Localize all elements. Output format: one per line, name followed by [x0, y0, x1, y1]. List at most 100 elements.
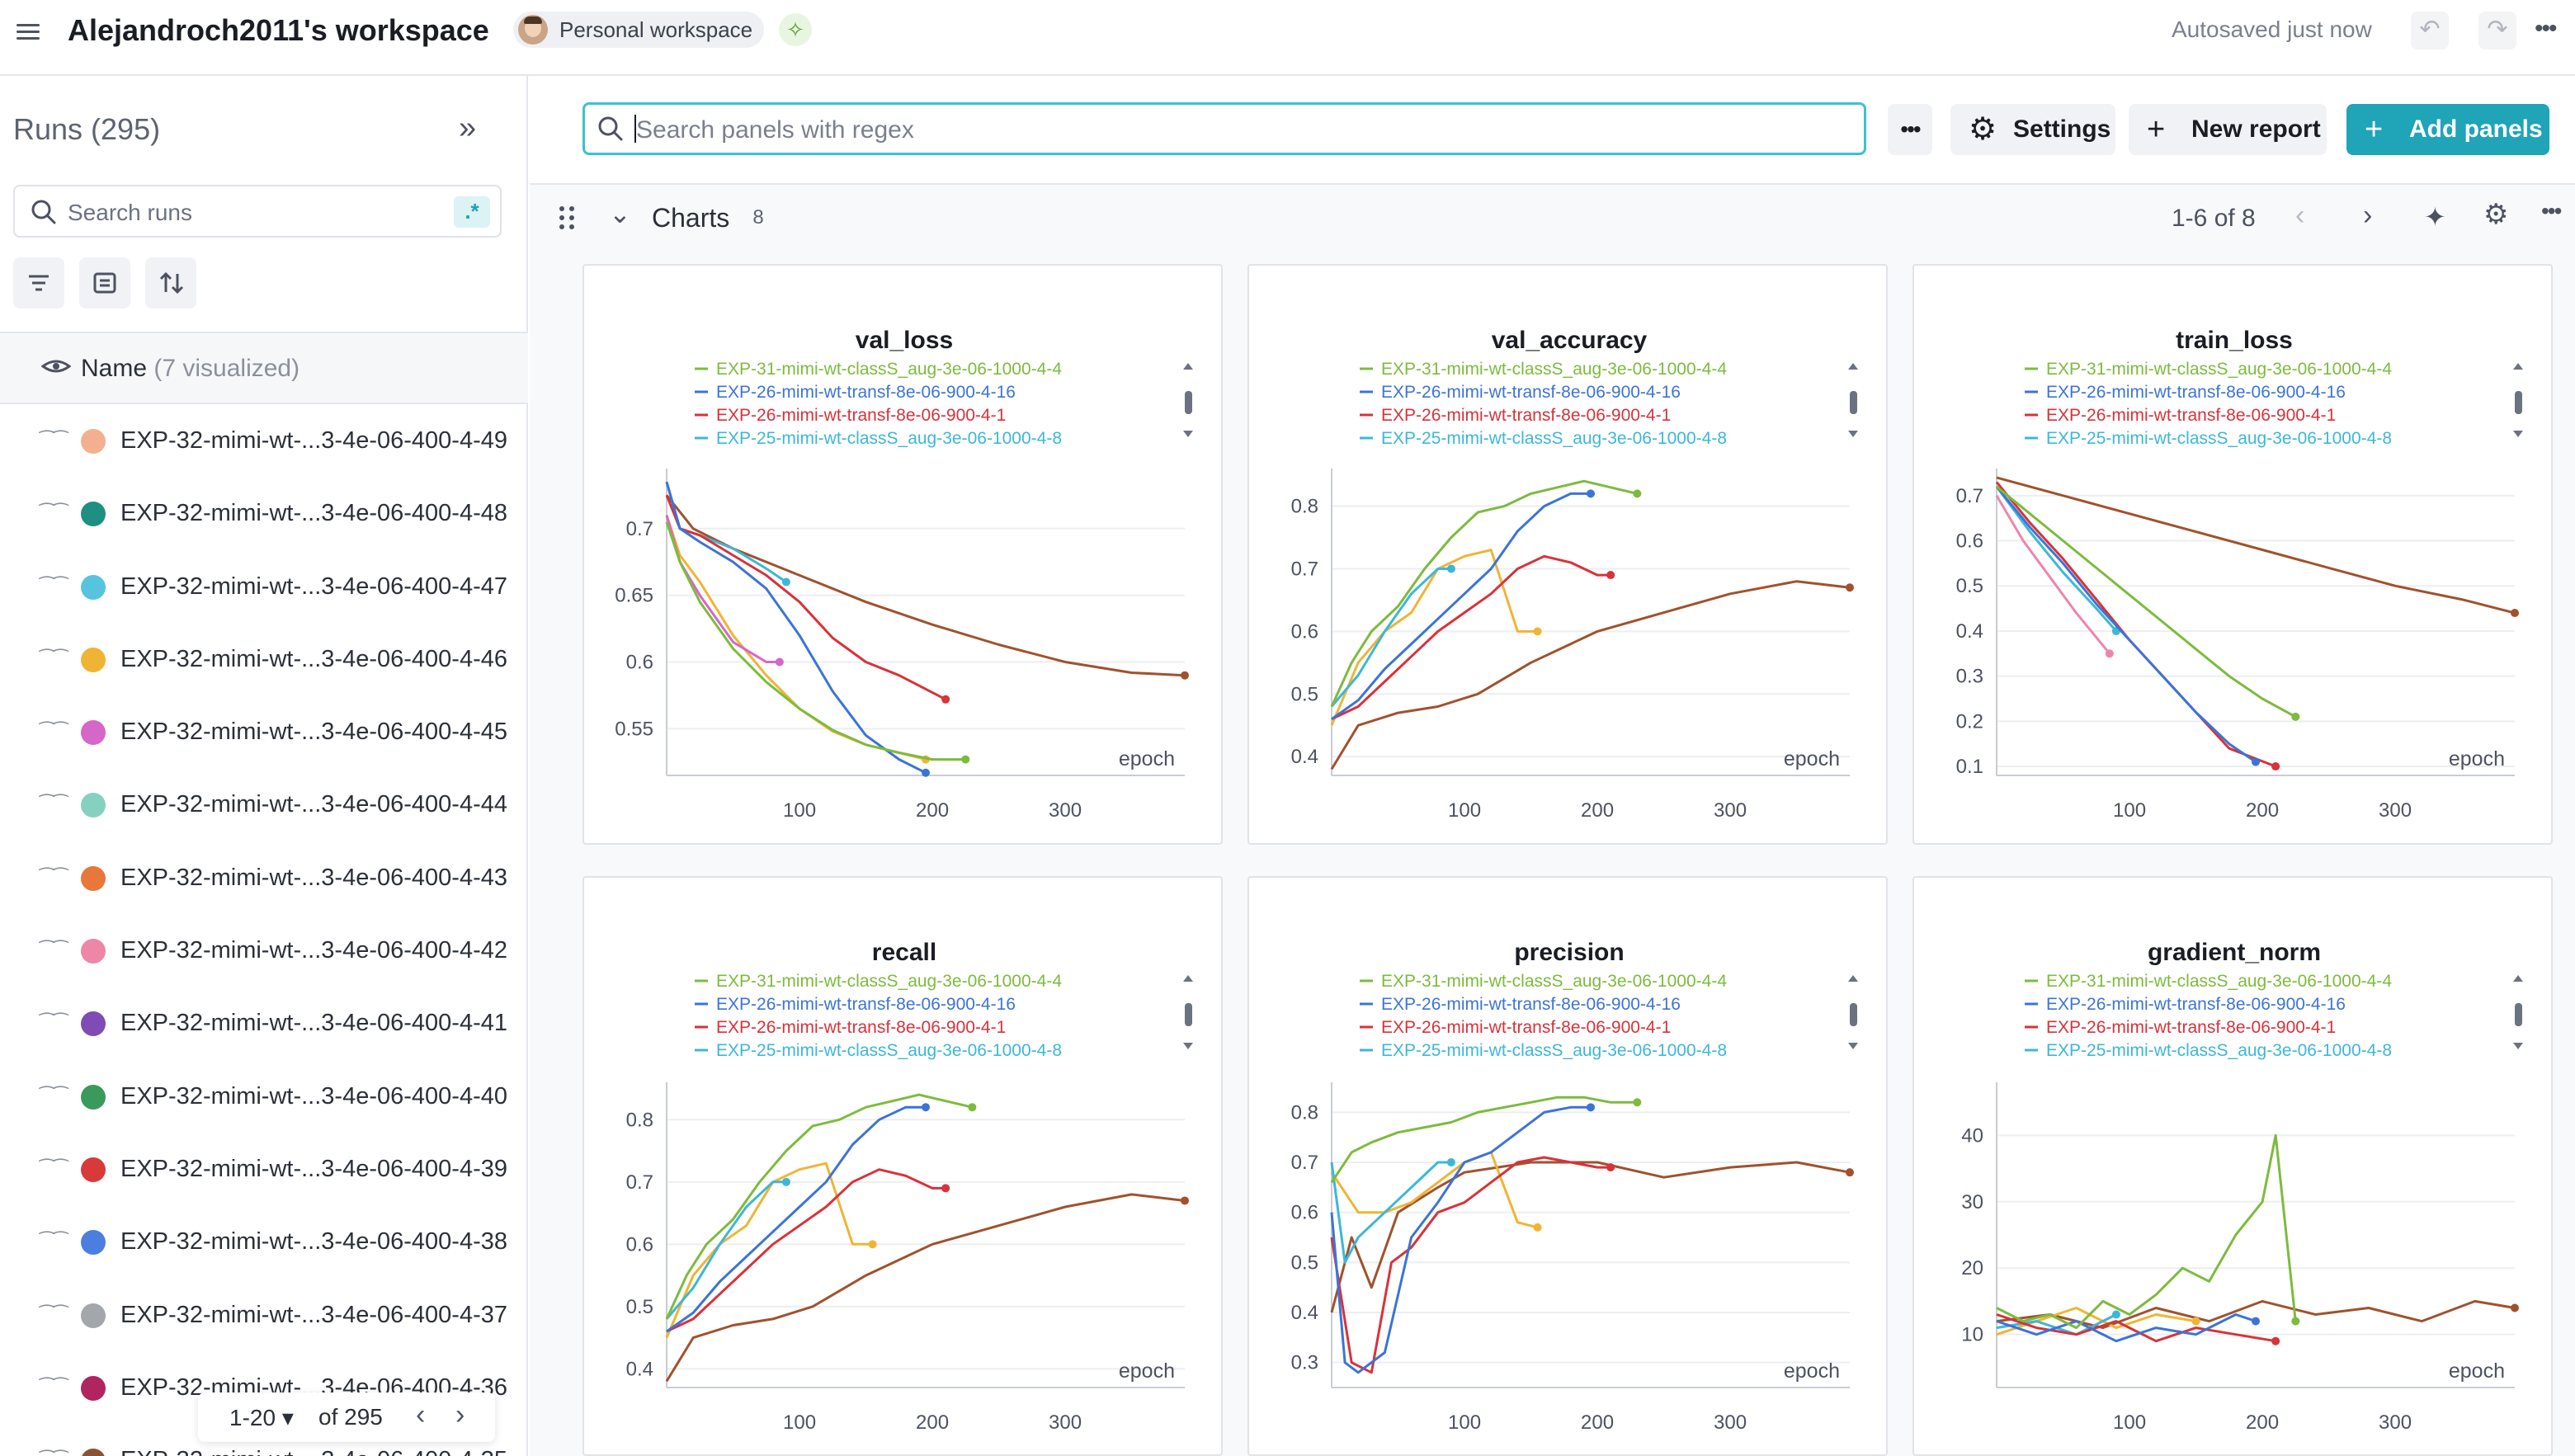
- series-line[interactable]: [1330, 1096, 1638, 1184]
- visibility-toggle-icon[interactable]: ⁀⁀: [40, 1232, 68, 1253]
- legend-entry[interactable]: EXP-26-mimi-wt-transf-8e-06-900-4-1: [716, 406, 1006, 425]
- series-line[interactable]: [1995, 485, 2257, 763]
- run-color-dot[interactable]: [81, 574, 106, 600]
- legend-scroll-up-icon[interactable]: [1183, 363, 1193, 370]
- legend-entry[interactable]: EXP-25-mimi-wt-classS_aug-3e-06-1000-4-8: [2046, 1041, 2392, 1060]
- series-line[interactable]: [1995, 495, 2111, 655]
- run-color-dot[interactable]: [81, 429, 106, 454]
- chart-panel[interactable]: train_loss EXP-31-mimi-wt-classS_aug-3e-0…: [1912, 264, 2553, 845]
- run-row[interactable]: ⁀⁀ EXP-32-mimi-wt-...3-4e-06-400-4-38: [0, 1205, 528, 1278]
- run-color-dot[interactable]: [81, 1375, 106, 1401]
- series-line[interactable]: [1995, 486, 2118, 632]
- visibility-toggle-icon[interactable]: ⁀⁀: [40, 1377, 68, 1398]
- series-line[interactable]: [1330, 1161, 1451, 1264]
- series-line[interactable]: [1330, 1156, 1611, 1374]
- legend-scrollbar[interactable]: [1185, 1003, 1192, 1026]
- series-line[interactable]: [665, 1180, 786, 1320]
- legend-scrollbar[interactable]: [1850, 1003, 1857, 1026]
- run-color-dot[interactable]: [81, 1011, 106, 1037]
- drag-handle-icon[interactable]: [559, 206, 576, 229]
- settings-button[interactable]: ⚙ Settings: [1950, 104, 2115, 155]
- legend-scroll-up-icon[interactable]: [1848, 363, 1858, 370]
- sort-button[interactable]: [145, 257, 196, 309]
- legend-scrollbar[interactable]: [2515, 391, 2522, 414]
- legend-entry[interactable]: EXP-26-mimi-wt-transf-8e-06-900-4-16: [1381, 383, 1681, 402]
- legend-entry[interactable]: EXP-26-mimi-wt-transf-8e-06-900-4-16: [2046, 995, 2346, 1014]
- run-row[interactable]: ⁀⁀ EXP-32-mimi-wt-...3-4e-06-400-4-39: [0, 1133, 528, 1205]
- visibility-toggle-icon[interactable]: ⁀⁀: [40, 1450, 68, 1456]
- legend-scrollbar[interactable]: [1185, 391, 1192, 414]
- legend-scrollbar[interactable]: [1850, 391, 1857, 414]
- visibility-toggle-icon[interactable]: ⁀⁀: [40, 648, 68, 670]
- legend-entry[interactable]: EXP-25-mimi-wt-classS_aug-3e-06-1000-4-8: [1381, 1041, 1727, 1060]
- chevron-left-icon[interactable]: ‹: [2295, 200, 2305, 231]
- series-line[interactable]: [666, 1105, 926, 1333]
- series-line[interactable]: [665, 1093, 973, 1320]
- chart-panel[interactable]: gradient_norm EXP-31-mimi-wt-classS_aug-3…: [1912, 876, 2553, 1456]
- legend-scroll-down-icon[interactable]: [2513, 1043, 2523, 1049]
- legend-scroll-down-icon[interactable]: [1183, 1043, 1193, 1049]
- series-line[interactable]: [1995, 481, 2276, 768]
- legend-entry[interactable]: EXP-26-mimi-wt-transf-8e-06-900-4-1: [2046, 406, 2336, 425]
- undo-icon[interactable]: ↶: [2411, 12, 2449, 49]
- series-line[interactable]: [666, 1168, 946, 1333]
- chart-panel[interactable]: recall EXP-31-mimi-wt-classS_aug-3e-06-10…: [582, 876, 1223, 1456]
- legend-entry[interactable]: EXP-26-mimi-wt-transf-8e-06-900-4-16: [1381, 995, 1681, 1014]
- legend-entry[interactable]: EXP-25-mimi-wt-classS_aug-3e-06-1000-4-8: [716, 1041, 1062, 1060]
- series-line[interactable]: [1996, 1313, 2257, 1343]
- legend-entry[interactable]: EXP-31-mimi-wt-classS_aug-3e-06-1000-4-4: [1381, 972, 1727, 991]
- legend-entry[interactable]: EXP-31-mimi-wt-classS_aug-3e-06-1000-4-4: [2046, 360, 2392, 379]
- run-row[interactable]: ⁀⁀ EXP-32-mimi-wt-...3-4e-06-400-4-40: [0, 1060, 528, 1133]
- series-line[interactable]: [1330, 1105, 1591, 1374]
- run-row[interactable]: ⁀⁀ EXP-32-mimi-wt-...3-4e-06-400-4-46: [0, 623, 528, 695]
- legend-entry[interactable]: EXP-26-mimi-wt-transf-8e-06-900-4-1: [716, 1018, 1006, 1037]
- name-column-header[interactable]: Name (7 visualized): [81, 355, 299, 383]
- legend-scroll-down-icon[interactable]: [1183, 431, 1193, 437]
- series-line[interactable]: [1996, 485, 2297, 719]
- series-line[interactable]: [1330, 568, 1451, 708]
- run-color-dot[interactable]: [81, 502, 106, 527]
- legend-scroll-down-icon[interactable]: [1848, 1043, 1858, 1049]
- series-line[interactable]: [1330, 549, 1538, 726]
- pager-range-select[interactable]: 1-20 ▾: [229, 1405, 294, 1430]
- workspace-badge[interactable]: Personal workspace: [513, 12, 765, 48]
- visibility-toggle-icon[interactable]: ⁀⁀: [40, 940, 68, 962]
- legend-entry[interactable]: EXP-31-mimi-wt-classS_aug-3e-06-1000-4-4: [2046, 972, 2392, 991]
- series-line[interactable]: [665, 494, 946, 701]
- run-search-input[interactable]: Search runs .*: [13, 185, 502, 238]
- more-icon[interactable]: •••: [2535, 15, 2557, 42]
- visibility-toggle-icon[interactable]: ⁀⁀: [40, 1304, 68, 1326]
- panel-search-input[interactable]: Search panels with regex: [582, 102, 1866, 155]
- series-line[interactable]: [665, 1193, 1186, 1383]
- redo-icon[interactable]: ↷: [2478, 12, 2516, 49]
- chevron-right-icon[interactable]: ›: [455, 1399, 465, 1430]
- legend-entry[interactable]: EXP-31-mimi-wt-classS_aug-3e-06-1000-4-4: [716, 972, 1062, 991]
- legend-entry[interactable]: EXP-26-mimi-wt-transf-8e-06-900-4-16: [2046, 383, 2346, 402]
- visibility-toggle-icon[interactable]: ⁀⁀: [40, 503, 68, 525]
- eye-icon[interactable]: [41, 356, 71, 376]
- chevron-down-icon[interactable]: ⌄: [609, 199, 631, 229]
- run-row[interactable]: ⁀⁀ EXP-32-mimi-wt-...3-4e-06-400-4-42: [0, 914, 528, 987]
- collapse-sidebar-icon[interactable]: »: [459, 111, 477, 145]
- series-line[interactable]: [665, 515, 927, 761]
- chart-panel[interactable]: precision EXP-31-mimi-wt-classS_aug-3e-06…: [1247, 876, 1888, 1456]
- legend-scroll-up-icon[interactable]: [1848, 975, 1858, 982]
- run-row[interactable]: ⁀⁀ EXP-32-mimi-wt-...3-4e-06-400-4-47: [0, 550, 528, 623]
- visibility-toggle-icon[interactable]: ⁀⁀: [40, 722, 68, 743]
- run-color-dot[interactable]: [81, 1084, 106, 1110]
- chart-panel[interactable]: val_loss EXP-31-mimi-wt-classS_aug-3e-06-…: [582, 264, 1223, 845]
- run-color-dot[interactable]: [81, 1157, 106, 1182]
- series-line[interactable]: [1996, 1299, 2516, 1330]
- run-row[interactable]: ⁀⁀ EXP-32-mimi-wt-...3-4e-06-400-4-49: [0, 404, 528, 477]
- run-row[interactable]: ⁀⁀ EXP-32-mimi-wt-...3-4e-06-400-4-43: [0, 841, 528, 914]
- more-icon[interactable]: •••: [2541, 198, 2562, 224]
- legend-entry[interactable]: EXP-25-mimi-wt-classS_aug-3e-06-1000-4-8: [1381, 429, 1727, 448]
- series-line[interactable]: [665, 481, 927, 775]
- legend-scroll-up-icon[interactable]: [2513, 975, 2523, 982]
- series-line[interactable]: [1996, 1133, 2297, 1330]
- run-color-dot[interactable]: [81, 1449, 106, 1456]
- run-color-dot[interactable]: [81, 865, 106, 891]
- visibility-toggle-icon[interactable]: ⁀⁀: [40, 576, 68, 597]
- legend-entry[interactable]: EXP-25-mimi-wt-classS_aug-3e-06-1000-4-8: [2046, 429, 2392, 448]
- group-button[interactable]: [79, 257, 130, 309]
